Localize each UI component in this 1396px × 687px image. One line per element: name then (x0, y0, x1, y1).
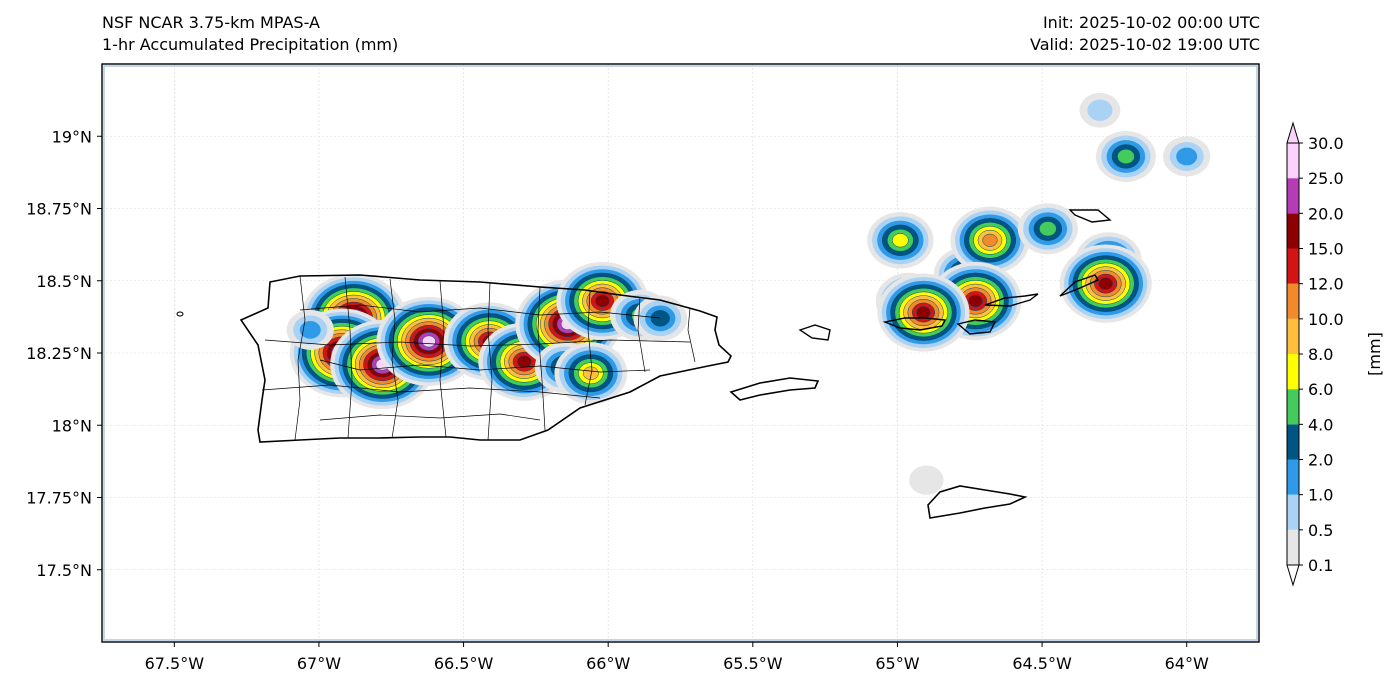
culebra-outline (798, 324, 831, 341)
lat-tick-label: 18.25°N (26, 344, 92, 363)
lon-tick-label: 67.5°W (145, 654, 205, 673)
precip-contour (909, 465, 944, 495)
colorbar-tick-label: 2.0 (1308, 451, 1333, 470)
lat-tick-label: 18.75°N (26, 200, 92, 219)
colorbar-band (1287, 213, 1299, 249)
precipitation-field (286, 92, 1211, 495)
precip-cell (1163, 136, 1211, 177)
colorbar-band (1287, 178, 1299, 214)
colorbar-tick-label: 8.0 (1308, 345, 1333, 364)
precip-contour (982, 233, 998, 247)
precip-contour (421, 335, 436, 348)
colorbar-max-arrow (1286, 121, 1300, 144)
colorbar: 0.1 0.5 1.0 2.0 4.0 6.0 8.0 10.0 12.0 15.0 20.0 25.… (1286, 121, 1384, 587)
colorbar-unit-label: [mm] (1365, 332, 1384, 376)
precip-contour (582, 366, 599, 380)
virgin-gorda-outline (1059, 274, 1100, 297)
precip-cell (1095, 130, 1156, 182)
precip-contour (299, 320, 321, 339)
lon-tick-label: 65°W (875, 654, 919, 673)
title-left: NSF NCAR 3.75-km MPAS-A 1-hr Accumulated… (102, 12, 398, 56)
precip-cell (286, 309, 334, 350)
precip-cell (633, 295, 688, 342)
colorbar-tick-label: 10.0 (1308, 310, 1344, 329)
colorbar-tick-label: 15.0 (1308, 240, 1344, 259)
model-title: NSF NCAR 3.75-km MPAS-A (102, 13, 320, 32)
colorbar-band (1287, 283, 1299, 319)
puerto-rico-outline (239, 274, 732, 443)
lat-tick-label: 17.75°N (26, 489, 92, 508)
vieques-outline (729, 377, 820, 401)
colorbar-tick-label: 30.0 (1308, 134, 1344, 153)
map-inner-frame (103, 65, 1258, 641)
precip-cell (909, 465, 944, 495)
lon-tick-label: 65.5°W (723, 654, 783, 673)
colorbar-tick-label: 25.0 (1308, 169, 1344, 188)
colorbar-band (1287, 318, 1299, 354)
desecheo-outline (176, 311, 184, 317)
precip-contour (595, 294, 610, 308)
colorbar-tick-label: 0.5 (1308, 521, 1333, 540)
lat-tick-label: 19°N (52, 127, 92, 146)
init-time: Init: 2025-10-02 00:00 UTC (1042, 13, 1260, 32)
precip-contour (1098, 277, 1113, 290)
colorbar-band (1287, 529, 1299, 565)
precip-contour (916, 306, 931, 319)
field-title: 1-hr Accumulated Precipitation (mm) (102, 35, 399, 54)
colorbar-band (1287, 459, 1299, 495)
precip-contour (1087, 99, 1113, 121)
precip-contour (892, 233, 909, 248)
lat-tick-label: 18°N (52, 416, 92, 435)
precip-cell (877, 273, 970, 352)
lon-tick-label: 64.5°W (1012, 654, 1072, 673)
precip-contour (517, 355, 532, 368)
lon-tick-label: 64°W (1165, 654, 1209, 673)
precip-cell (1059, 244, 1152, 323)
st-john-outline (956, 319, 997, 335)
colorbar-tick-label: 4.0 (1308, 415, 1333, 434)
coastlines (176, 209, 1112, 519)
colorbar-band (1287, 354, 1299, 390)
colorbar-tick-label: 12.0 (1308, 275, 1344, 294)
anegada-outline (1068, 209, 1112, 223)
precip-cell (867, 212, 934, 269)
title-right: Init: 2025-10-02 00:00 UTC Valid: 2025-1… (1030, 12, 1260, 56)
colorbar-min-arrow (1286, 564, 1300, 587)
precip-cell (950, 206, 1030, 274)
st-thomas-outline (882, 317, 947, 331)
colorbar-band (1287, 248, 1299, 284)
lon-tick-label: 67°W (297, 654, 341, 673)
precip-cell (554, 342, 628, 405)
lat-tick-label: 17.5°N (36, 561, 92, 580)
lon-tick-label: 66°W (586, 654, 630, 673)
municipal-boundaries (261, 275, 696, 441)
precip-contour (1039, 221, 1057, 237)
colorbar-band (1287, 143, 1299, 179)
precip-contour (650, 310, 670, 327)
valid-time: Valid: 2025-10-02 19:00 UTC (1029, 35, 1260, 54)
colorbar-tick-label: 6.0 (1308, 380, 1333, 399)
axis-ticks: 67.5°W 67°W 66.5°W 66°W 65.5°W 65°W 64.5°W 64°W… (26, 127, 1209, 673)
colorbar-tick-label: 0.1 (1308, 556, 1333, 575)
colorbar-band (1287, 494, 1299, 530)
colorbar-tick-label: 1.0 (1308, 486, 1333, 505)
st-croix-outline (927, 485, 1028, 519)
precip-contour (968, 294, 983, 308)
tortola-outline (984, 293, 1039, 307)
lon-tick-label: 66.5°W (434, 654, 494, 673)
precip-contour (1117, 148, 1135, 165)
precip-cell (1079, 92, 1121, 128)
precip-contour (1176, 147, 1198, 166)
colorbar-tick-label: 20.0 (1308, 204, 1344, 223)
precip-cell (1017, 203, 1078, 255)
lat-tick-label: 18.5°N (36, 272, 92, 291)
colorbar-band (1287, 389, 1299, 425)
colorbar-band (1287, 424, 1299, 460)
